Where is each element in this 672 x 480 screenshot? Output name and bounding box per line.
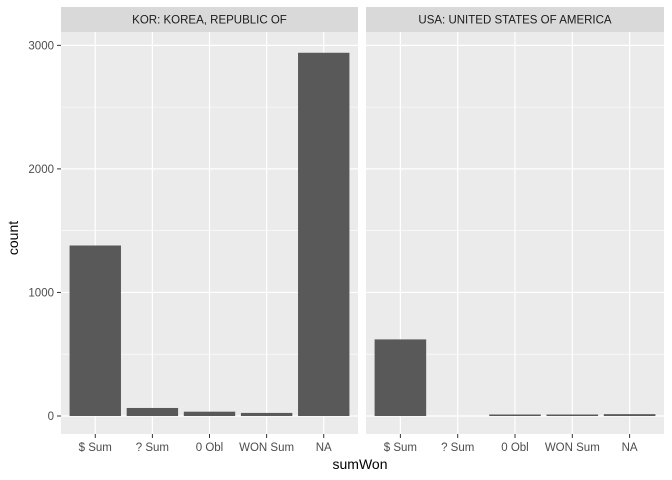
panel-1: KOR: KOREA, REPUBLIC OF $ Sum ? Sum 0 Obl WO… bbox=[61, 7, 358, 454]
bar-won-sum bbox=[546, 414, 599, 416]
panel-2: USA: UNITED STATES OF AMERICA $ Sum ? Sum 0… bbox=[366, 7, 664, 454]
facet-strip-label: USA: UNITED STATES OF AMERICA bbox=[418, 15, 612, 27]
y-axis-title: count bbox=[5, 221, 21, 255]
y-tick-label: 2000 bbox=[28, 164, 54, 176]
bar-0-obl bbox=[183, 411, 236, 416]
facet-strip bbox=[61, 7, 358, 32]
x-tick-label: 0 Obl bbox=[196, 442, 224, 454]
y-axis: 0 1000 2000 3000 bbox=[28, 40, 61, 423]
x-tick-label: ? Sum bbox=[136, 442, 169, 454]
x-axis-title: sumWon bbox=[333, 456, 388, 472]
y-tick-label: 3000 bbox=[28, 40, 54, 52]
x-tick-label: $ Sum bbox=[384, 442, 417, 454]
bar-sum bbox=[374, 339, 427, 416]
bar-won-sum bbox=[240, 412, 293, 416]
facet-strip bbox=[366, 7, 664, 32]
bar-sum bbox=[69, 245, 121, 416]
facet-strip-label: KOR: KOREA, REPUBLIC OF bbox=[132, 15, 287, 27]
x-tick-label: ? Sum bbox=[441, 442, 474, 454]
x-tick-label: $ Sum bbox=[79, 442, 112, 454]
x-tick-label: NA bbox=[316, 442, 332, 454]
y-tick-label: 0 bbox=[48, 411, 54, 423]
x-tick-label: WON Sum bbox=[545, 442, 600, 454]
y-tick-label: 1000 bbox=[28, 287, 54, 299]
bar-0-obl bbox=[489, 414, 541, 416]
bar-na bbox=[603, 414, 656, 416]
panels-layer: KOR: KOREA, REPUBLIC OF $ Sum ? Sum 0 Obl WO… bbox=[61, 7, 664, 454]
x-tick-label: WON Sum bbox=[239, 442, 294, 454]
x-tick-label: NA bbox=[622, 442, 638, 454]
x-tick-label: 0 Obl bbox=[501, 442, 529, 454]
bar-sum bbox=[126, 407, 179, 416]
bar-na bbox=[298, 52, 350, 417]
